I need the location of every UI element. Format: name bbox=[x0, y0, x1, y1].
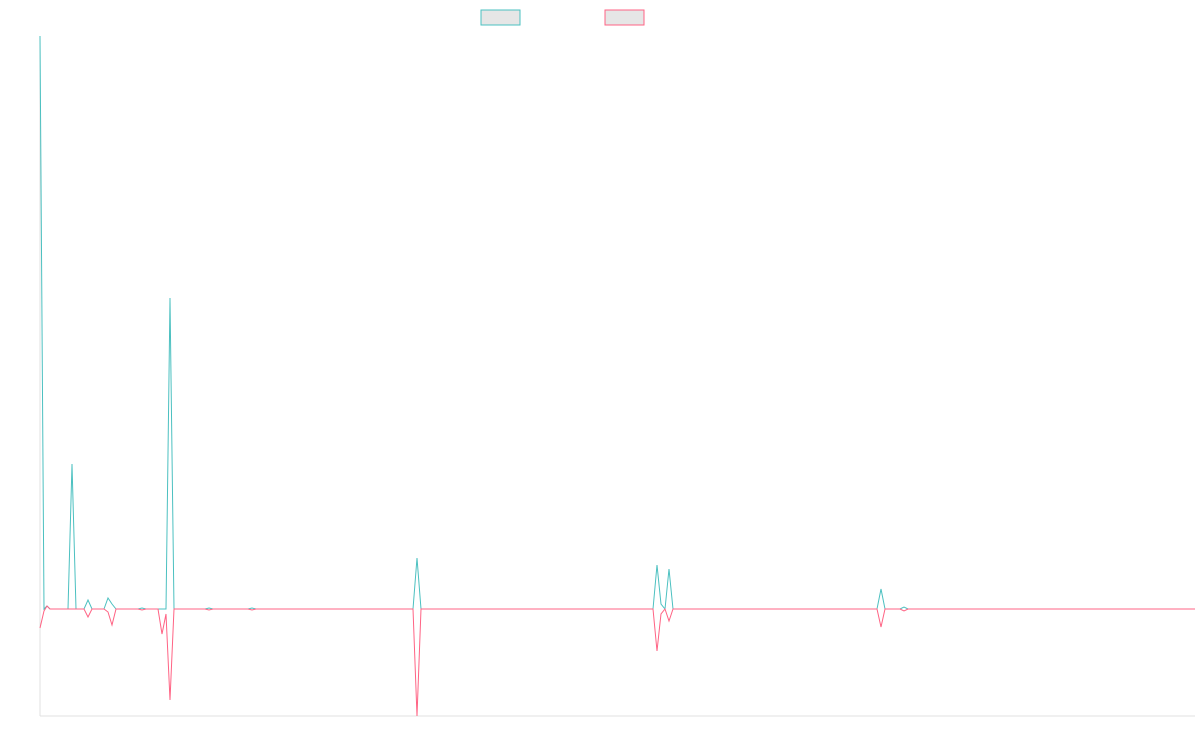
series-line bbox=[39, 35, 1195, 611]
legend-swatch bbox=[480, 9, 521, 26]
series-line bbox=[39, 605, 1195, 717]
legend-swatch bbox=[604, 9, 645, 26]
